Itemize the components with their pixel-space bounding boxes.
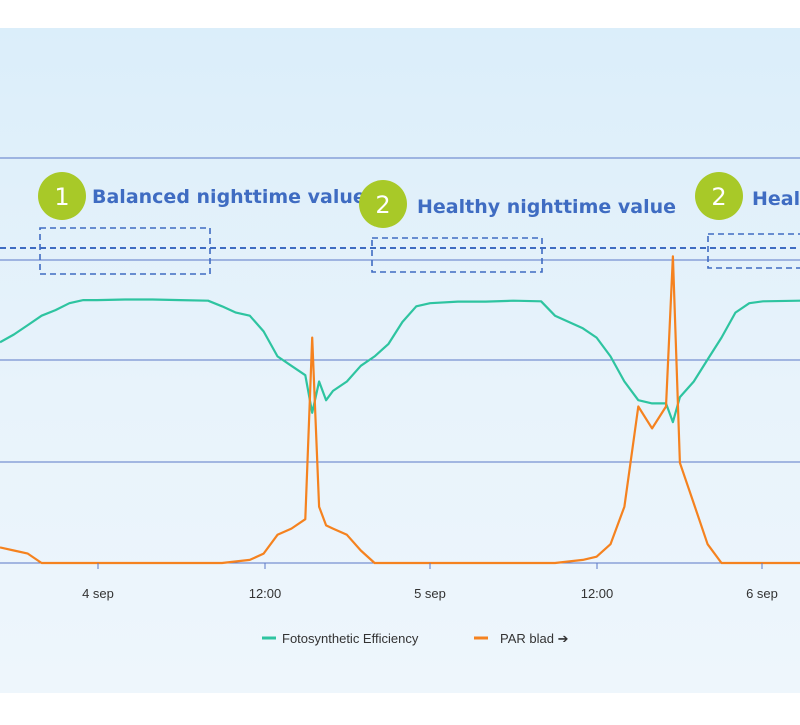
x-tick-label-4: 12:00 bbox=[581, 586, 614, 601]
annotation-badge-2 bbox=[359, 180, 407, 228]
x-tick-label-5: 6 sep bbox=[746, 586, 778, 601]
annotation-badge-1 bbox=[38, 172, 86, 220]
x-tick-label-1: 4 sep bbox=[82, 586, 114, 601]
annotation-number-1: 1 bbox=[54, 183, 69, 211]
legend-label-2: PAR blad ➔ bbox=[500, 631, 569, 646]
x-tick-label-2: 12:00 bbox=[249, 586, 282, 601]
annotation-box-3 bbox=[707, 233, 800, 269]
annotation-text-2: Healthy nighttime value bbox=[417, 196, 676, 218]
legend[interactable]: Fotosynthetic Efficiency PAR blad ➔ bbox=[262, 631, 569, 646]
series-line-2 bbox=[0, 255, 800, 565]
legend-label-1: Fotosynthetic Efficiency bbox=[282, 631, 419, 646]
x-tick-label-3: 5 sep bbox=[414, 586, 446, 601]
annotation-number-2: 2 bbox=[375, 191, 390, 219]
annotation-boxes bbox=[0, 227, 800, 275]
annotation-text-1: Balanced nighttime value bbox=[92, 186, 366, 208]
annotation-box-2 bbox=[371, 237, 543, 273]
grid-lines bbox=[0, 157, 800, 564]
annotations: 1 Balanced nighttime value 2 Healthy nightt… bbox=[38, 172, 800, 228]
annotation-badge-3 bbox=[695, 172, 743, 220]
annotation-box-1 bbox=[39, 227, 211, 275]
series-line-1 bbox=[0, 298, 800, 424]
annotation-number-3: 2 bbox=[711, 183, 726, 211]
x-axis-ticks: 4 sep 12:00 5 sep 12:00 6 sep bbox=[82, 563, 778, 601]
annotation-text-3: Heal bbox=[752, 188, 800, 210]
series-lines bbox=[0, 255, 800, 565]
